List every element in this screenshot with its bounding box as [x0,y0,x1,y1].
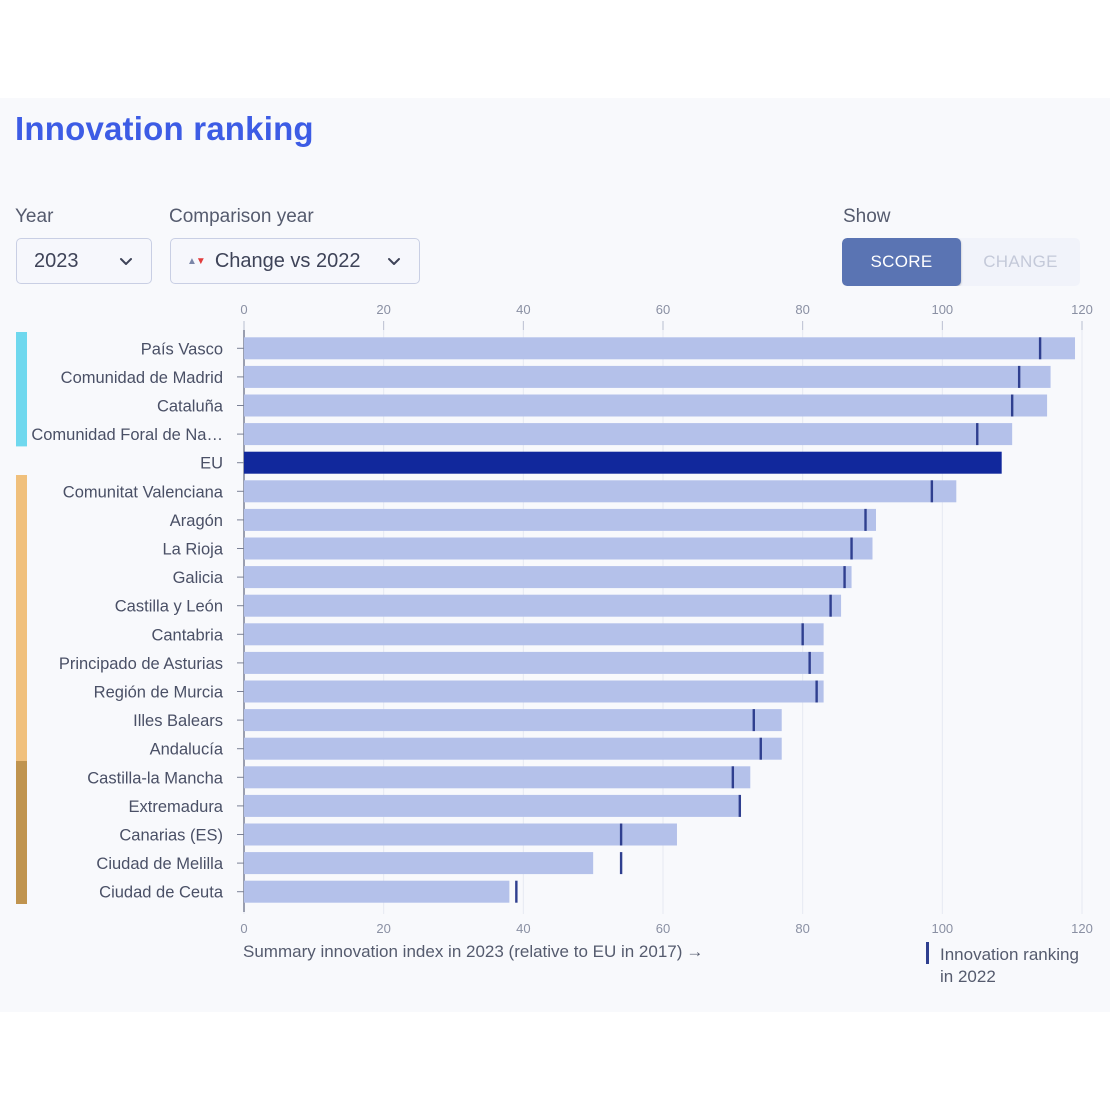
bar [244,480,957,503]
comparison-year-select[interactable]: ▲ ▼ Change vs 2022 [170,238,420,284]
bar [244,594,842,617]
previous-year-marker [619,823,623,846]
x-axis-title: Summary innovation index in 2023 (relati… [243,942,703,962]
category-label: Castilla-la Mancha [87,769,224,787]
previous-year-marker [843,566,846,589]
previous-year-marker [752,709,755,732]
x-tick-label-top: 80 [795,302,809,317]
bar [244,423,1013,446]
bar [244,651,824,674]
x-axis-title-text: Summary innovation index in 2023 (relati… [243,942,683,961]
category-label: Cantabria [151,626,223,644]
x-tick-label-bottom: 40 [516,921,530,936]
previous-year-marker [864,508,867,531]
category-label: Galicia [173,569,224,587]
bar [244,737,782,760]
x-tick-label-bottom: 80 [795,921,809,936]
x-tick-label-bottom: 120 [1071,921,1093,936]
category-label: Comunitat Valenciana [63,483,224,501]
previous-year-marker [801,623,804,646]
bar [244,880,510,903]
category-label: EU [200,455,223,473]
bar [244,794,740,817]
category-label: La Rioja [162,541,223,559]
group-color-strip [16,332,27,447]
group-color-strip [16,761,27,904]
page-title: Innovation ranking [15,110,314,147]
legend-label: Innovation ranking in 2022 [940,945,1079,986]
category-label: Ciudad de Ceuta [99,884,224,902]
previous-year-marker [619,852,623,875]
group-color-strip [16,475,27,761]
year-select-value: 2023 [34,249,79,272]
category-label: Ciudad de Melilla [96,855,223,873]
category-label: Principado de Asturias [59,655,223,673]
chevron-down-icon [120,258,132,265]
x-tick-label-top: 100 [931,302,953,317]
show-label: Show [843,206,891,227]
category-label: Castilla y León [115,598,223,616]
show-score-button[interactable]: SCORE [842,238,961,286]
previous-year-marker [1010,394,1014,417]
show-toggle[interactable]: SCORE CHANGE [842,238,1080,286]
previous-year-marker [738,794,742,817]
x-tick-label-top: 40 [516,302,530,317]
eu-bar [244,451,1002,474]
up-down-triangle-icon: ▲ ▼ [187,255,206,267]
bar [244,766,751,789]
previous-year-marker [759,737,762,760]
previous-year-marker [976,423,979,446]
previous-year-marker [515,880,518,903]
bar [244,394,1048,417]
previous-year-marker [815,680,818,703]
year-label: Year [15,206,54,227]
bar [244,709,782,732]
x-tick-label-bottom: 20 [376,921,390,936]
bar [244,623,824,646]
year-select[interactable]: 2023 [16,238,152,284]
bar [244,852,594,875]
comparison-year-label: Comparison year [169,206,314,227]
bar [244,680,824,703]
previous-year-marker [731,766,735,789]
category-label: Andalucía [150,741,224,759]
bar [244,823,677,846]
category-label: Illes Balears [133,712,223,730]
comparison-year-value: Change vs 2022 [214,249,361,272]
category-label: Cataluña [157,398,224,416]
category-label: Extremadura [129,798,224,816]
x-tick-label-top: 120 [1071,302,1093,317]
bar [244,537,873,560]
previous-year-marker [930,480,934,503]
previous-year-marker [1038,337,1042,360]
show-change-button[interactable]: CHANGE [983,252,1058,271]
previous-year-marker [808,651,811,674]
category-label: Comunidad de Madrid [61,369,223,387]
category-label: Región de Murcia [94,684,224,702]
arrow-right-icon: → [686,942,704,961]
previous-year-marker [829,594,832,617]
x-tick-label-top: 20 [376,302,390,317]
x-tick-label-top: 60 [656,302,670,317]
chevron-down-icon [388,258,400,265]
x-tick-label-bottom: 0 [240,921,247,936]
previous-year-marker [850,537,853,560]
legend-marker [926,942,929,964]
category-label: País Vasco [141,340,223,358]
category-label: Canarias (ES) [119,827,223,845]
previous-year-marker [1017,365,1021,388]
bar [244,508,876,531]
x-tick-label-bottom: 60 [656,921,670,936]
bar [244,566,852,589]
bar [244,365,1051,388]
x-tick-label-top: 0 [240,302,247,317]
bar [244,337,1076,360]
category-label: Aragón [170,512,223,530]
category-label: Comunidad Foral de Na… [31,426,223,444]
x-tick-label-bottom: 100 [931,921,953,936]
